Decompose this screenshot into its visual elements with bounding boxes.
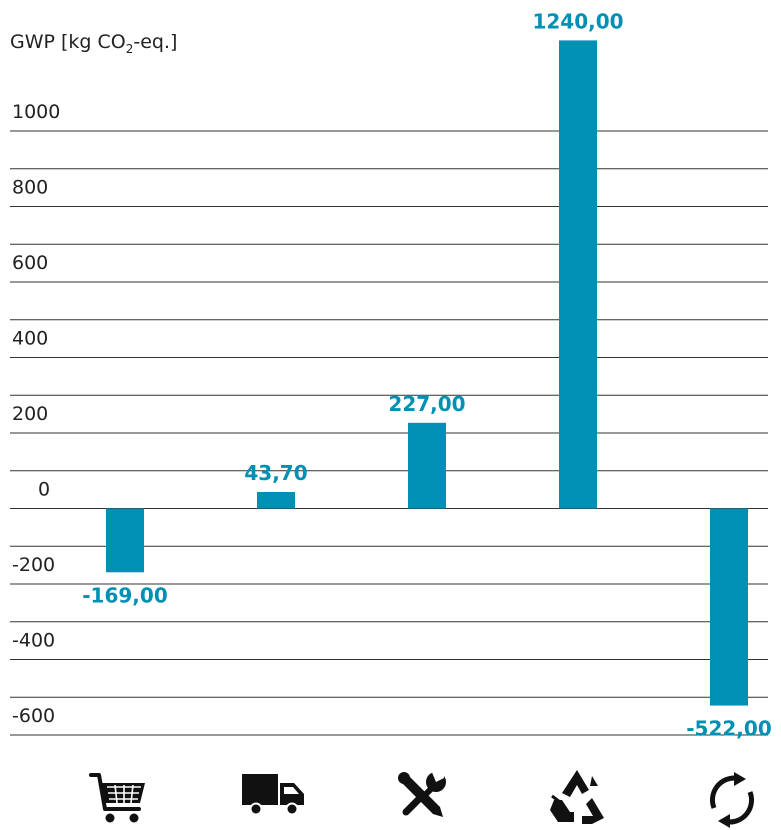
- y-tick-labels: 1000 800 600 400 200 0 -200 -400 -600: [12, 101, 60, 727]
- y-tick-label: 1000: [12, 101, 60, 123]
- data-label-use-maintenance: 227,00: [388, 392, 465, 416]
- y-tick-label: 200: [12, 403, 48, 425]
- y-axis-title: GWP [kg CO2-eq.]: [10, 31, 177, 56]
- y-tick-label: 800: [12, 177, 48, 199]
- y-axis-title-prefix: GWP [kg CO: [10, 31, 126, 53]
- data-label-circular-reuse: -522,00: [686, 717, 771, 741]
- y-tick-label: -600: [12, 705, 55, 727]
- recycle-icon: [550, 770, 604, 824]
- bar-use-maintenance: [408, 422, 446, 509]
- y-tick-label: -400: [12, 630, 55, 652]
- data-labels: -169,00 43,70 227,00 1240,00 -522,00: [82, 9, 771, 740]
- bar-transport: [257, 492, 295, 509]
- gridlines: [10, 130, 768, 736]
- bar-circular-reuse: [710, 508, 748, 706]
- y-tick-label: 0: [38, 479, 50, 501]
- cart-icon: [89, 773, 145, 823]
- data-label-recycling: 1240,00: [532, 9, 623, 33]
- truck-icon: [242, 774, 304, 816]
- bars: [106, 40, 748, 706]
- tools-icon: [398, 770, 446, 817]
- y-tick-label: 600: [12, 252, 48, 274]
- y-axis-title-suffix: -eq.]: [133, 31, 177, 53]
- y-tick-label: -200: [12, 554, 55, 576]
- y-tick-label: 400: [12, 328, 48, 350]
- data-label-transport: 43,70: [244, 461, 307, 485]
- bar-purchase: [106, 508, 144, 573]
- circular-arrows-icon: [709, 772, 755, 828]
- data-label-purchase: -169,00: [82, 583, 167, 607]
- y-axis-title-subscript: 2: [126, 42, 134, 56]
- bar-recycling: [559, 40, 597, 509]
